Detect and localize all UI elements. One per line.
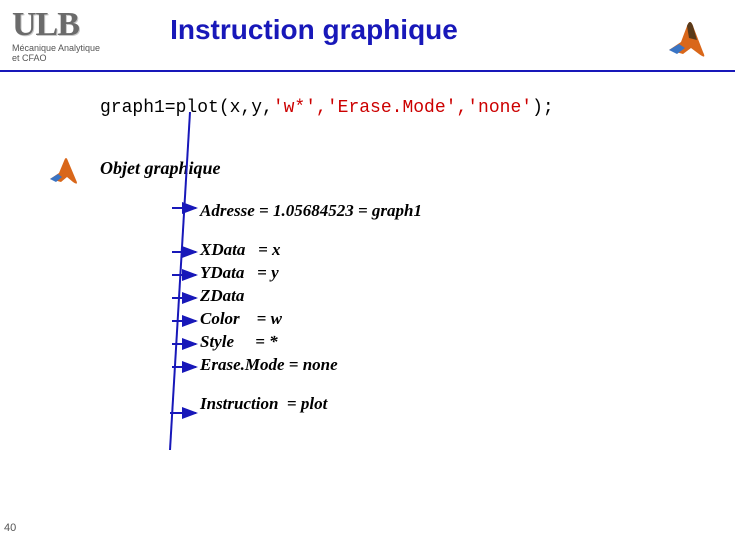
subtitle-line1: Mécanique Analytique xyxy=(12,43,100,53)
properties-list: Adresse = 1.05684523 = graph1 XData = x … xyxy=(200,200,422,432)
prop-color: Color = w xyxy=(200,308,422,331)
prop-xdata: XData = x xyxy=(200,239,422,262)
slide-number: 40 xyxy=(4,522,16,534)
code-lhs: graph1=plot(x,y, xyxy=(100,98,273,118)
object-title: Objet graphique xyxy=(100,158,221,179)
prop-erase: Erase.Mode = none xyxy=(200,354,422,377)
prop-style: Style = * xyxy=(200,331,422,354)
header: ULB Mécanique Analytique et CFAO Instruc… xyxy=(0,0,735,64)
subtitle-line2: et CFAO xyxy=(12,53,47,63)
code-args: 'w*','Erase.Mode','none' xyxy=(273,98,532,118)
logo-block: ULB Mécanique Analytique et CFAO xyxy=(12,8,100,64)
prop-adresse: Adresse = 1.05684523 = graph1 xyxy=(200,200,422,223)
prop-instruction: Instruction = plot xyxy=(200,393,422,416)
ulb-logo: ULB xyxy=(12,8,79,42)
code-end: ); xyxy=(532,98,554,118)
page-title: Instruction graphique xyxy=(170,14,458,46)
matlab-icon xyxy=(663,14,717,62)
logo-subtitle: Mécanique Analytique et CFAO xyxy=(12,44,100,64)
prop-zdata: ZData xyxy=(200,285,422,308)
matlab-icon-small xyxy=(46,152,86,188)
header-divider xyxy=(0,70,735,72)
code-line: graph1=plot(x,y,'w*','Erase.Mode','none'… xyxy=(100,98,554,118)
prop-ydata: YData = y xyxy=(200,262,422,285)
